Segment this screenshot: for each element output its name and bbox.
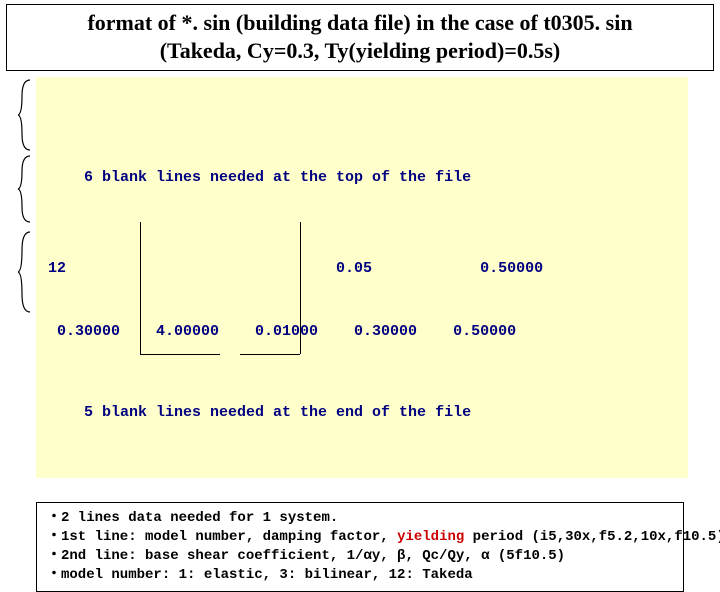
leader-line-1b <box>140 354 220 355</box>
note-line-1: ・2 lines data needed for 1 system. <box>47 509 673 528</box>
highlight-yielding: yielding <box>397 529 464 545</box>
brace-top <box>18 78 32 152</box>
file-end-note: 5 blank lines needed at the end of the f… <box>48 402 676 423</box>
file-data-line-2: 0.30000 4.00000 0.01000 0.30000 0.50000 <box>48 321 676 342</box>
note-line-3: ・2nd line: base shear coefficient, 1/αy,… <box>47 547 673 566</box>
note-box: ・2 lines data needed for 1 system. ・1st … <box>36 502 684 592</box>
title-line-2: (Takeda, Cy=0.3, Ty(yielding period)=0.5… <box>15 37 705 65</box>
leader-line-1 <box>140 222 141 354</box>
brace-data <box>18 154 32 224</box>
file-area: 6 blank lines needed at the top of the f… <box>36 77 688 478</box>
file-data-line-1: 12 0.05 0.50000 <box>48 258 676 279</box>
title-box: format of *. sin (building data file) in… <box>6 4 714 71</box>
note-line-2: ・1st line: model number, damping factor,… <box>47 528 673 547</box>
leader-line-2 <box>300 222 301 354</box>
leader-line-2b <box>240 354 300 355</box>
brace-bottom <box>18 230 32 314</box>
file-top-note: 6 blank lines needed at the top of the f… <box>48 167 676 188</box>
title-line-1: format of *. sin (building data file) in… <box>15 9 705 37</box>
note-line-4: ・model number: 1: elastic, 3: bilinear, … <box>47 566 673 585</box>
